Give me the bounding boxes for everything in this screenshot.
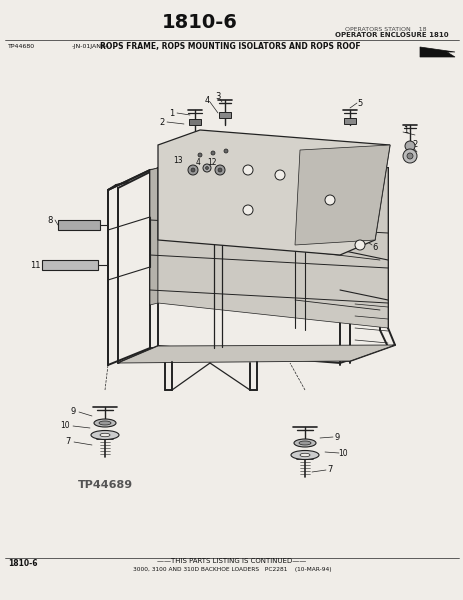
Text: TP44689: TP44689 <box>77 480 132 490</box>
Circle shape <box>243 165 252 175</box>
Ellipse shape <box>99 421 111 425</box>
Text: 10: 10 <box>60 421 69 431</box>
Text: OPERATOR ENCLOSURE 1810: OPERATOR ENCLOSURE 1810 <box>334 32 448 38</box>
Text: OPERATORS STATION    18: OPERATORS STATION 18 <box>344 26 425 32</box>
Text: 5: 5 <box>357 98 362 107</box>
Ellipse shape <box>94 419 116 427</box>
Bar <box>219 112 231 118</box>
Ellipse shape <box>290 451 319 460</box>
Text: 1810-6: 1810-6 <box>162 13 238 32</box>
Polygon shape <box>150 168 158 305</box>
Circle shape <box>324 195 334 205</box>
Text: 7: 7 <box>326 466 332 475</box>
Text: 11: 11 <box>30 260 40 269</box>
Polygon shape <box>294 145 389 245</box>
Text: 1: 1 <box>169 109 174 118</box>
Ellipse shape <box>91 431 119 439</box>
Circle shape <box>205 167 208 170</box>
Text: 3: 3 <box>215 92 220 101</box>
Text: 6: 6 <box>371 242 377 251</box>
Circle shape <box>218 168 221 172</box>
Text: 9: 9 <box>70 407 75 416</box>
Polygon shape <box>158 168 387 328</box>
Circle shape <box>354 240 364 250</box>
Ellipse shape <box>300 453 309 457</box>
Polygon shape <box>42 260 98 270</box>
Text: 3000, 3100 AND 310D BACKHOE LOADERS   PC2281    (10-MAR-94): 3000, 3100 AND 310D BACKHOE LOADERS PC22… <box>132 566 331 571</box>
Circle shape <box>402 149 416 163</box>
Polygon shape <box>419 47 454 57</box>
Text: ——THIS PARTS LISTING IS CONTINUED——: ——THIS PARTS LISTING IS CONTINUED—— <box>157 558 306 564</box>
Text: 1810-6: 1810-6 <box>8 559 38 568</box>
Text: TP44680: TP44680 <box>8 44 35 49</box>
Circle shape <box>203 164 211 172</box>
Text: 2: 2 <box>159 118 164 127</box>
Circle shape <box>188 165 198 175</box>
Text: 12: 12 <box>207 158 216 167</box>
Text: 2: 2 <box>412 140 417 149</box>
Circle shape <box>191 168 194 172</box>
Ellipse shape <box>294 439 315 447</box>
Text: 9: 9 <box>334 433 339 442</box>
Text: 10: 10 <box>338 449 347 457</box>
Polygon shape <box>118 345 394 363</box>
Text: -JN-01JAN94: -JN-01JAN94 <box>72 44 110 49</box>
Bar <box>188 119 200 125</box>
Text: 1: 1 <box>402 125 408 134</box>
Circle shape <box>211 151 214 155</box>
Circle shape <box>214 165 225 175</box>
Circle shape <box>243 205 252 215</box>
Circle shape <box>404 141 414 151</box>
Ellipse shape <box>298 441 310 445</box>
Bar <box>343 118 355 124</box>
Circle shape <box>224 149 227 153</box>
Text: ROPS FRAME, ROPS MOUNTING ISOLATORS AND ROPS ROOF: ROPS FRAME, ROPS MOUNTING ISOLATORS AND … <box>100 41 360 50</box>
Polygon shape <box>58 220 100 230</box>
Text: 14: 14 <box>57 224 67 233</box>
Ellipse shape <box>100 433 110 437</box>
Text: 4: 4 <box>195 158 200 167</box>
Text: 4: 4 <box>204 95 209 104</box>
Polygon shape <box>158 130 389 255</box>
Text: 7: 7 <box>65 437 70 446</box>
Text: 8: 8 <box>47 215 53 224</box>
Circle shape <box>406 153 412 159</box>
Text: 13: 13 <box>173 155 182 164</box>
Circle shape <box>198 153 201 157</box>
Circle shape <box>275 170 284 180</box>
